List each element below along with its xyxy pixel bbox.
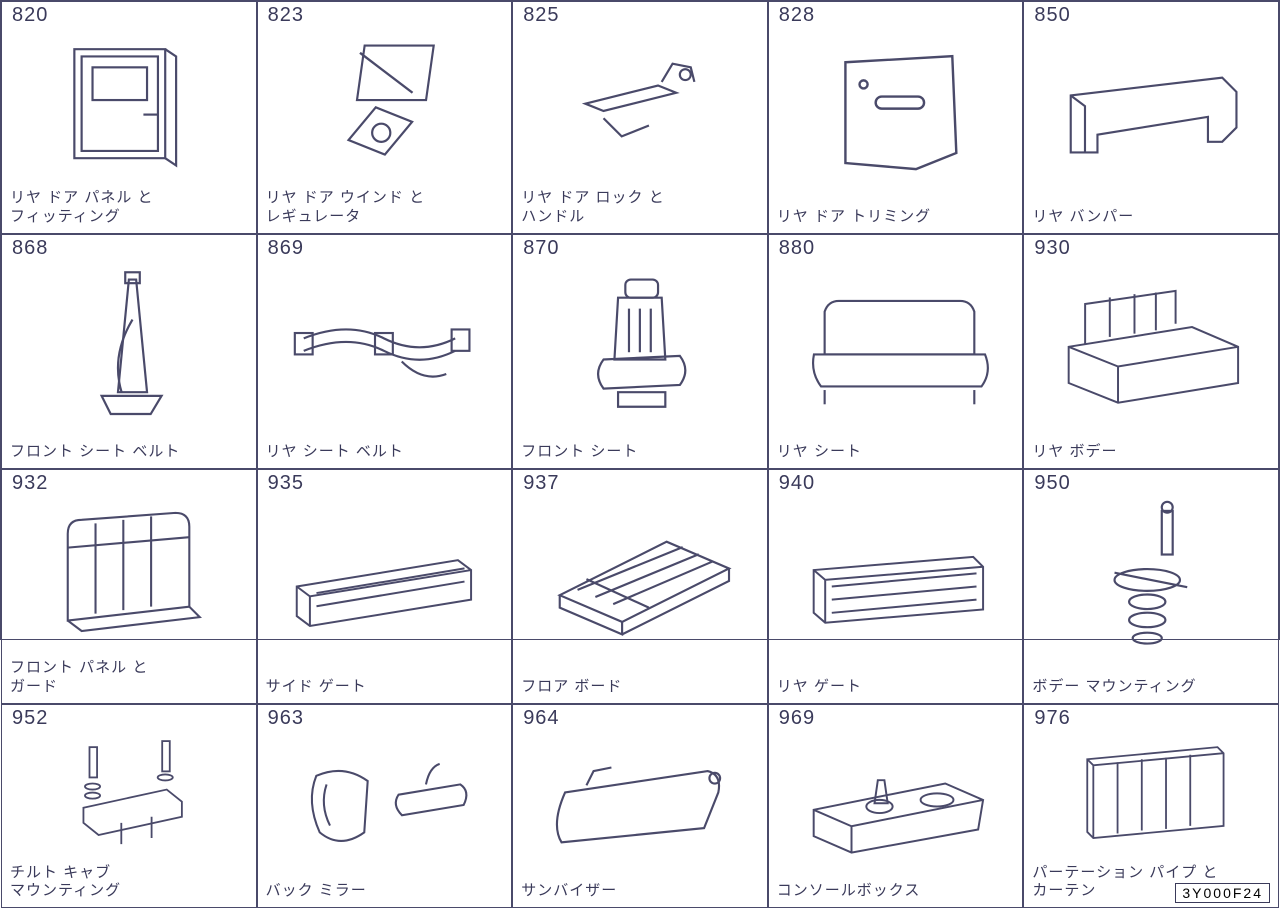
cell-937[interactable]: 937 フロア ボード: [512, 469, 768, 704]
cell-964[interactable]: 964 サンバイザー: [512, 704, 768, 908]
parts-grid: 820 リヤ ドア パネル と フィッティング 823 リヤ ドア ウインド と…: [0, 0, 1280, 640]
cell-930[interactable]: 930 リヤ ボデー: [1023, 234, 1279, 469]
cell-950[interactable]: 950 ボデー マウンティング: [1023, 469, 1279, 704]
part-label: フロア ボード: [521, 678, 759, 699]
floor-board-icon: [521, 474, 759, 678]
console-box-icon: [777, 709, 1015, 882]
part-label: サイド ゲート: [266, 678, 504, 699]
part-label: フロント シート: [521, 443, 759, 464]
cell-969[interactable]: 969 コンソールボックス: [768, 704, 1024, 908]
front-seatbelt-icon: [10, 239, 248, 443]
cell-932[interactable]: 932 フロント パネル と ガード: [1, 469, 257, 704]
part-label: リヤ バンパー: [1032, 208, 1270, 229]
document-reference: 3Y000F24: [1175, 883, 1270, 903]
cell-952[interactable]: 952 チルト キャブ マウンティング: [1, 704, 257, 908]
cell-823[interactable]: 823 リヤ ドア ウインド と レギュレータ: [257, 1, 513, 234]
cell-850[interactable]: 850 リヤ バンパー: [1023, 1, 1279, 234]
part-number: 870: [523, 237, 559, 260]
front-panel-icon: [10, 474, 248, 660]
cell-963[interactable]: 963 バック ミラー: [257, 704, 513, 908]
part-number: 869: [268, 237, 304, 260]
part-label: リヤ ドア トリミング: [777, 208, 1015, 229]
part-label: フロント シート ベルト: [10, 443, 248, 464]
bumper-icon: [1032, 6, 1270, 208]
body-mounting-icon: [1032, 474, 1270, 678]
part-number: 850: [1034, 4, 1070, 27]
part-label: ボデー マウンティング: [1032, 678, 1270, 699]
part-number: 930: [1034, 237, 1070, 260]
sunvisor-icon: [521, 709, 759, 882]
part-number: 935: [268, 472, 304, 495]
rear-seatbelt-icon: [266, 239, 504, 443]
door-panel-icon: [10, 6, 248, 189]
cell-880[interactable]: 880 リヤ シート: [768, 234, 1024, 469]
part-label: リヤ ゲート: [777, 678, 1015, 699]
part-label: リヤ ドア パネル と フィッティング: [10, 189, 248, 229]
part-number: 950: [1034, 472, 1070, 495]
cell-870[interactable]: 870 フロント シート: [512, 234, 768, 469]
cell-828[interactable]: 828 リヤ ドア トリミング: [768, 1, 1024, 234]
back-mirror-icon: [266, 709, 504, 882]
part-number: 937: [523, 472, 559, 495]
part-number: 932: [12, 472, 48, 495]
door-trim-icon: [777, 6, 1015, 208]
part-number: 964: [523, 707, 559, 730]
cell-976[interactable]: 976 パーテーション パイプ と カーテン 3Y000F24: [1023, 704, 1279, 908]
part-label: フロント パネル と ガード: [10, 659, 248, 699]
rear-body-icon: [1032, 239, 1270, 443]
cell-820[interactable]: 820 リヤ ドア パネル と フィッティング: [1, 1, 257, 234]
cell-940[interactable]: 940 リヤ ゲート: [768, 469, 1024, 704]
cell-869[interactable]: 869 リヤ シート ベルト: [257, 234, 513, 469]
part-label: リヤ ボデー: [1032, 443, 1270, 464]
front-seat-icon: [521, 239, 759, 443]
door-lock-icon: [521, 6, 759, 189]
part-number: 969: [779, 707, 815, 730]
part-label: リヤ シート ベルト: [266, 443, 504, 464]
part-number: 940: [779, 472, 815, 495]
part-label: サンバイザー: [521, 882, 759, 903]
part-label: バック ミラー: [266, 882, 504, 903]
part-label: コンソールボックス: [777, 882, 1015, 903]
part-number: 823: [268, 4, 304, 27]
part-number: 820: [12, 4, 48, 27]
window-regulator-icon: [266, 6, 504, 189]
part-number: 868: [12, 237, 48, 260]
part-number: 963: [268, 707, 304, 730]
cell-825[interactable]: 825 リヤ ドア ロック と ハンドル: [512, 1, 768, 234]
part-label: リヤ ドア ロック と ハンドル: [521, 189, 759, 229]
part-label: リヤ ドア ウインド と レギュレータ: [266, 189, 504, 229]
side-gate-icon: [266, 474, 504, 678]
rear-seat-icon: [777, 239, 1015, 443]
partition-curtain-icon: [1032, 709, 1270, 864]
part-number: 952: [12, 707, 48, 730]
part-number: 825: [523, 4, 559, 27]
cell-935[interactable]: 935 サイド ゲート: [257, 469, 513, 704]
part-number: 880: [779, 237, 815, 260]
tilt-cab-mounting-icon: [10, 709, 248, 864]
part-number: 828: [779, 4, 815, 27]
rear-gate-icon: [777, 474, 1015, 678]
part-label: チルト キャブ マウンティング: [10, 864, 248, 904]
part-number: 976: [1034, 707, 1070, 730]
part-label: リヤ シート: [777, 443, 1015, 464]
cell-868[interactable]: 868 フロント シート ベルト: [1, 234, 257, 469]
